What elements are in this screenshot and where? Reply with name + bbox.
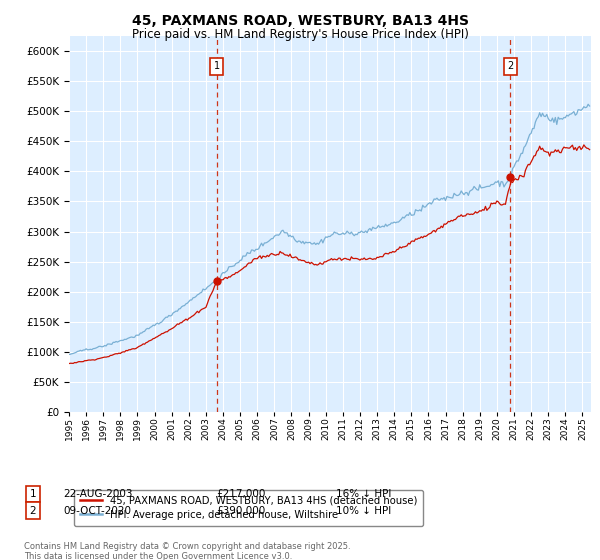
Text: 10% ↓ HPI: 10% ↓ HPI [336, 506, 391, 516]
Text: 1: 1 [214, 62, 220, 72]
Text: 16% ↓ HPI: 16% ↓ HPI [336, 489, 391, 499]
Text: 2: 2 [507, 62, 514, 72]
Text: £390,000: £390,000 [216, 506, 265, 516]
Text: Price paid vs. HM Land Registry's House Price Index (HPI): Price paid vs. HM Land Registry's House … [131, 28, 469, 41]
Text: Contains HM Land Registry data © Crown copyright and database right 2025.
This d: Contains HM Land Registry data © Crown c… [24, 542, 350, 560]
Text: 09-OCT-2020: 09-OCT-2020 [63, 506, 131, 516]
Text: 1: 1 [29, 489, 37, 499]
Text: £217,000: £217,000 [216, 489, 265, 499]
Text: 22-AUG-2003: 22-AUG-2003 [63, 489, 133, 499]
Text: 45, PAXMANS ROAD, WESTBURY, BA13 4HS: 45, PAXMANS ROAD, WESTBURY, BA13 4HS [131, 14, 469, 28]
Legend: 45, PAXMANS ROAD, WESTBURY, BA13 4HS (detached house), HPI: Average price, detac: 45, PAXMANS ROAD, WESTBURY, BA13 4HS (de… [74, 490, 424, 526]
Text: 2: 2 [29, 506, 37, 516]
